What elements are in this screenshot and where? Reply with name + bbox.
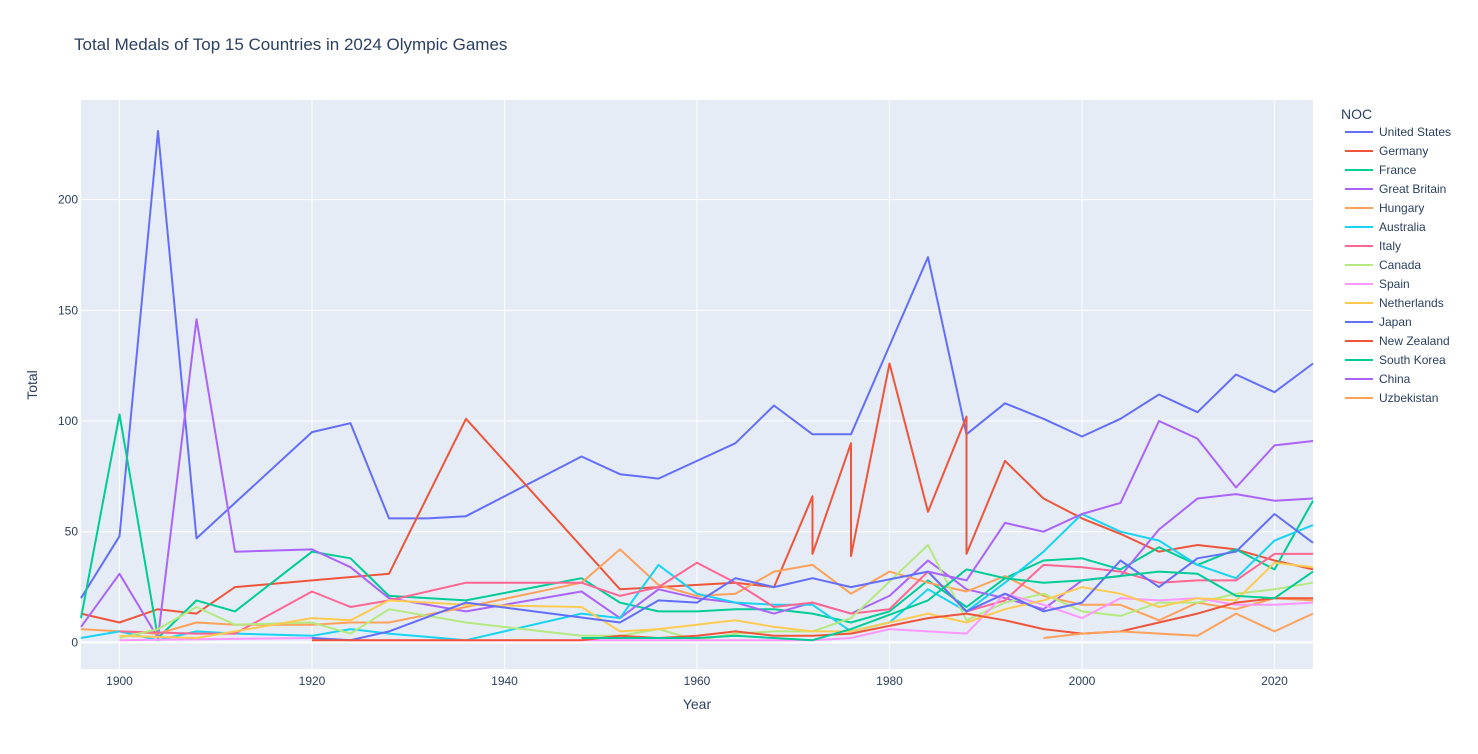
legend-label: United States (1379, 125, 1451, 139)
legend-item-netherlands[interactable]: Netherlands (1345, 296, 1444, 310)
legend-label: Canada (1379, 258, 1421, 272)
series-line-australia[interactable] (80, 513, 1314, 642)
y-tick-label: 200 (58, 193, 78, 207)
legend-label: New Zealand (1379, 334, 1450, 348)
legend-item-canada[interactable]: Canada (1345, 258, 1421, 272)
y-axis-ticks: 0 50 100 150 200 (58, 193, 78, 650)
legend-label: Japan (1379, 315, 1412, 329)
series-line-uzbekistan[interactable] (1043, 612, 1314, 639)
legend-label: France (1379, 163, 1417, 177)
legend-item-uzbekistan[interactable]: Uzbekistan (1345, 391, 1438, 405)
y-tick-label: 0 (71, 635, 78, 649)
legend-label: Australia (1379, 220, 1426, 234)
chart-title: Total Medals of Top 15 Countries in 2024… (74, 35, 507, 54)
legend-label: Uzbekistan (1379, 391, 1438, 405)
x-tick-label: 1920 (299, 674, 326, 688)
series-lines[interactable] (80, 130, 1314, 642)
y-axis-title: Total (24, 370, 40, 400)
series-line-great-britain[interactable] (80, 318, 1314, 639)
legend-item-great-britain[interactable]: Great Britain (1345, 182, 1446, 196)
y-tick-label: 150 (58, 303, 78, 317)
legend-item-china[interactable]: China (1345, 372, 1411, 386)
x-axis-title: Year (683, 696, 712, 712)
series-line-germany[interactable] (80, 362, 1314, 624)
legend-item-france[interactable]: France (1345, 163, 1417, 177)
legend-label: Italy (1379, 239, 1401, 253)
legend-item-new-zealand[interactable]: New Zealand (1345, 334, 1450, 348)
legend-item-united-states[interactable]: United States (1345, 125, 1451, 139)
series-line-hungary[interactable] (80, 548, 1314, 635)
x-tick-label: 2000 (1069, 674, 1096, 688)
legend-item-italy[interactable]: Italy (1345, 239, 1401, 253)
legend-label: Germany (1379, 144, 1428, 158)
series-line-netherlands[interactable] (119, 561, 1314, 639)
x-tick-label: 2020 (1261, 674, 1288, 688)
legend-item-spain[interactable]: Spain (1345, 277, 1410, 291)
y-tick-label: 50 (65, 525, 79, 539)
legend-item-hungary[interactable]: Hungary (1345, 201, 1424, 215)
legend-item-japan[interactable]: Japan (1345, 315, 1412, 329)
legend-items[interactable]: United States Germany France Great Britain H… (1345, 125, 1451, 405)
legend-label: Spain (1379, 277, 1410, 291)
legend-item-australia[interactable]: Australia (1345, 220, 1426, 234)
series-line-canada[interactable] (119, 544, 1314, 642)
legend-label: China (1379, 372, 1411, 386)
series-line-china[interactable] (927, 420, 1314, 582)
x-axis-ticks: 1900 1920 1940 1960 1980 2000 2020 (106, 674, 1288, 688)
legend-label: South Korea (1379, 353, 1446, 367)
legend[interactable]: NOC United States Germany France Great Brit… (1341, 106, 1451, 405)
y-tick-label: 100 (58, 414, 78, 428)
legend-title: NOC (1341, 106, 1372, 122)
legend-label: Great Britain (1379, 182, 1446, 196)
x-tick-label: 1940 (491, 674, 518, 688)
legend-label: Netherlands (1379, 296, 1444, 310)
x-tick-label: 1980 (876, 674, 903, 688)
gridlines (81, 100, 1313, 669)
legend-item-south-korea[interactable]: South Korea (1345, 353, 1446, 367)
legend-label: Hungary (1379, 201, 1424, 215)
legend-item-germany[interactable]: Germany (1345, 144, 1428, 158)
x-tick-label: 1960 (684, 674, 711, 688)
x-tick-label: 1900 (106, 674, 133, 688)
series-line-united-states[interactable] (80, 130, 1314, 599)
series-line-south-korea[interactable] (581, 568, 1314, 642)
